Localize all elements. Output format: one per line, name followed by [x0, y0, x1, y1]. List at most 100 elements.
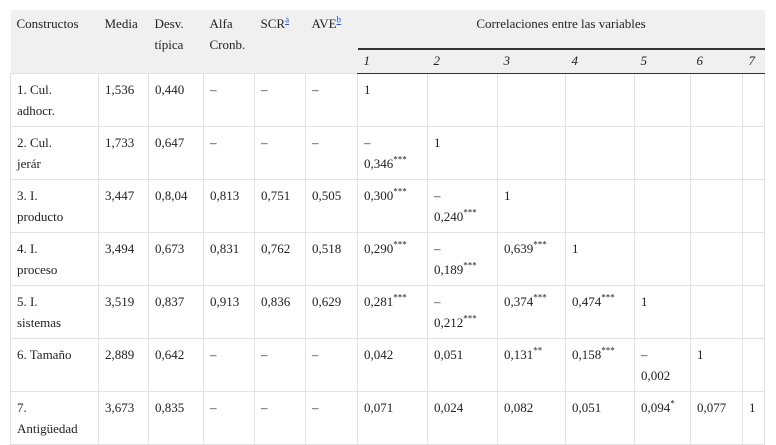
- significance: ***: [393, 186, 407, 197]
- cell-text: –: [261, 400, 268, 415]
- significance: ***: [601, 345, 615, 356]
- cell-text: 1. Cul. adhocr.: [17, 82, 55, 118]
- cell-text: 0,639: [504, 241, 534, 256]
- table-cell: –: [254, 126, 306, 180]
- cell-text: 0,042: [364, 347, 394, 362]
- table-cell: 0,647: [148, 126, 204, 180]
- table-cell: [497, 73, 566, 127]
- cell-text: 3. I. producto: [17, 188, 64, 224]
- subcolumn-header: 3: [497, 49, 566, 74]
- table-cell: [565, 179, 635, 233]
- cell-text: 1: [504, 188, 511, 203]
- cell-text: 0,024: [434, 400, 464, 415]
- table-cell: 1: [497, 179, 566, 233]
- cell-text: 7. Antigüedad: [17, 400, 78, 436]
- table-cell: 0,673: [148, 232, 204, 286]
- significance: ***: [601, 292, 615, 303]
- table-cell: [741, 126, 766, 180]
- significance: **: [533, 345, 543, 356]
- table-row: 7. Antigüedad 3,673 0,835 – – – 0,071 0,024 0,08…: [10, 391, 766, 445]
- cell-text: 0,518: [312, 241, 342, 256]
- cell-text: 0,8,04: [155, 188, 188, 203]
- cell-text: –: [210, 347, 217, 362]
- table-cell: – 0,189***: [427, 232, 498, 286]
- table-cell: [690, 126, 743, 180]
- subcolumn-header: 7: [742, 49, 765, 74]
- cell-text: 3,519: [105, 294, 135, 309]
- table-cell: 2,889: [98, 338, 149, 392]
- cell-text: 1: [749, 400, 756, 415]
- table-cell: 3,447: [98, 179, 149, 233]
- table-cell: 0,290***: [357, 232, 428, 286]
- cell-text: 0,762: [261, 241, 291, 256]
- cell-text: 0,505: [312, 188, 342, 203]
- footnote-link[interactable]: a: [285, 14, 290, 25]
- table-cell: 0,835: [148, 391, 204, 445]
- subcolumn-header: 1: [357, 49, 428, 74]
- table-cell: [741, 232, 766, 286]
- significance: ***: [463, 313, 477, 324]
- table-cell: –: [305, 126, 358, 180]
- cell-text: 3,494: [105, 241, 135, 256]
- table-cell: 0,836: [254, 285, 306, 339]
- cell-text: 0,835: [155, 400, 185, 415]
- table-cell: 4. I. proceso: [10, 232, 99, 286]
- table-cell: –: [254, 73, 306, 127]
- table-cell: 7. Antigüedad: [10, 391, 99, 445]
- table-cell: –: [305, 73, 358, 127]
- table-cell: 0,913: [203, 285, 255, 339]
- cell-text: – 0,189: [434, 241, 464, 277]
- table-cell: 0,629: [305, 285, 358, 339]
- column-header: AVEb: [305, 10, 358, 74]
- table-cell: [741, 73, 766, 127]
- cell-text: – 0,346: [364, 135, 394, 171]
- header-text: Media: [104, 16, 138, 31]
- cell-text: 1,733: [105, 135, 135, 150]
- table-cell: 0,094*: [634, 391, 691, 445]
- cell-text: 1,536: [105, 82, 135, 97]
- table-cell: – 0,240***: [427, 179, 498, 233]
- cell-text: 0,051: [434, 347, 464, 362]
- cell-text: 0,813: [210, 188, 240, 203]
- table-cell: 0,837: [148, 285, 204, 339]
- table-cell: 0,071: [357, 391, 428, 445]
- cell-text: 0,837: [155, 294, 185, 309]
- table-cell: –: [305, 338, 358, 392]
- table-cell: [741, 285, 766, 339]
- header-text: AVE: [311, 16, 337, 31]
- cell-text: – 0,240: [434, 188, 464, 224]
- footnote-link[interactable]: b: [336, 14, 342, 25]
- table-cell: 0,082: [497, 391, 566, 445]
- cell-text: –: [261, 135, 268, 150]
- column-header: Media: [98, 10, 149, 74]
- significance: *: [670, 398, 675, 409]
- table-cell: 0,639***: [497, 232, 566, 286]
- cell-text: 2,889: [105, 347, 135, 362]
- header-text: SCR: [260, 16, 286, 31]
- table-cell: 0,762: [254, 232, 306, 286]
- cell-text: –: [312, 347, 319, 362]
- table-cell: 0,642: [148, 338, 204, 392]
- cell-text: 1: [641, 294, 648, 309]
- table-cell: [634, 73, 691, 127]
- subcolumn-header: 6: [690, 49, 743, 74]
- table-cell: 0,813: [203, 179, 255, 233]
- table-cell: 0,474***: [565, 285, 635, 339]
- table-cell: 3. I. producto: [10, 179, 99, 233]
- table-row: 1. Cul. adhocr. 1,536 0,440 – – – 1: [10, 73, 766, 127]
- table-cell: –: [203, 126, 255, 180]
- data-table: Constructos Media Desv. típica Alfa Cronb. S…: [10, 10, 766, 445]
- table-cell: [634, 179, 691, 233]
- table-cell: 0,505: [305, 179, 358, 233]
- cell-text: 0,094: [641, 400, 671, 415]
- table-row: 5. I. sistemas 3,519 0,837 0,913 0,836 0,629 0…: [10, 285, 766, 339]
- table-cell: – 0,346***: [357, 126, 428, 180]
- table-cell: 0,077: [690, 391, 743, 445]
- cell-text: 0,131: [504, 347, 534, 362]
- table-cell: –: [254, 391, 306, 445]
- cell-text: 3,673: [105, 400, 135, 415]
- table-cell: 3,673: [98, 391, 149, 445]
- significance: ***: [533, 292, 547, 303]
- table-cell: 0,024: [427, 391, 498, 445]
- cell-text: 0,300: [364, 188, 394, 203]
